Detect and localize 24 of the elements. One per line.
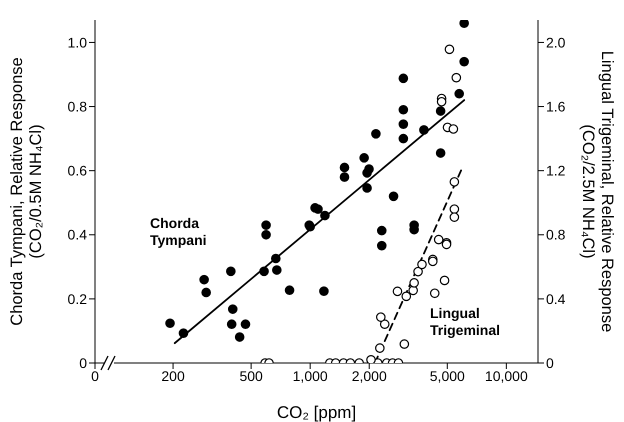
y-tick-label: 0.6 (68, 162, 88, 179)
y-tick-label: 1.0 (68, 34, 88, 50)
x-tick-label: 200 (161, 368, 185, 384)
y2-tick-label: 0.4 (546, 290, 566, 307)
y-tick-label: 0.2 (68, 290, 88, 307)
y-tick-label: 0 (79, 354, 88, 371)
x-tick-label: 1,000 (292, 368, 328, 384)
y2-tick-label: 1.2 (546, 162, 566, 179)
y2-axis-title: Lingual Trigeminal, Relative Response (CO₂/2.5M NH₄Cl) (579, 50, 616, 332)
y-tick-label: 0.8 (68, 98, 88, 115)
y-axis-title: Chorda Tympani, Relative Response (CO₂/0.5M NH₄Cl) (8, 57, 45, 326)
x-axis-title: CO₂ [ppm] (276, 403, 356, 422)
x-tick-label: 2,000 (352, 368, 387, 384)
x-tick-label: 500 (239, 368, 264, 384)
y2-tick-label: 2.0 (546, 34, 566, 50)
x-tick-label: 10,000 (484, 368, 528, 384)
y2-tick-label: 0.8 (546, 226, 566, 243)
y2-tick-label: 0 (546, 354, 554, 371)
series-label: Chorda Tympani (150, 215, 207, 248)
y-tick-label: 0.4 (68, 226, 88, 243)
x-tick-label: 5,000 (430, 368, 466, 384)
series-label: Lingual Trigeminal (430, 305, 500, 338)
x-tick-label: 0 (91, 368, 100, 384)
y2-tick-label: 1.6 (546, 98, 566, 115)
